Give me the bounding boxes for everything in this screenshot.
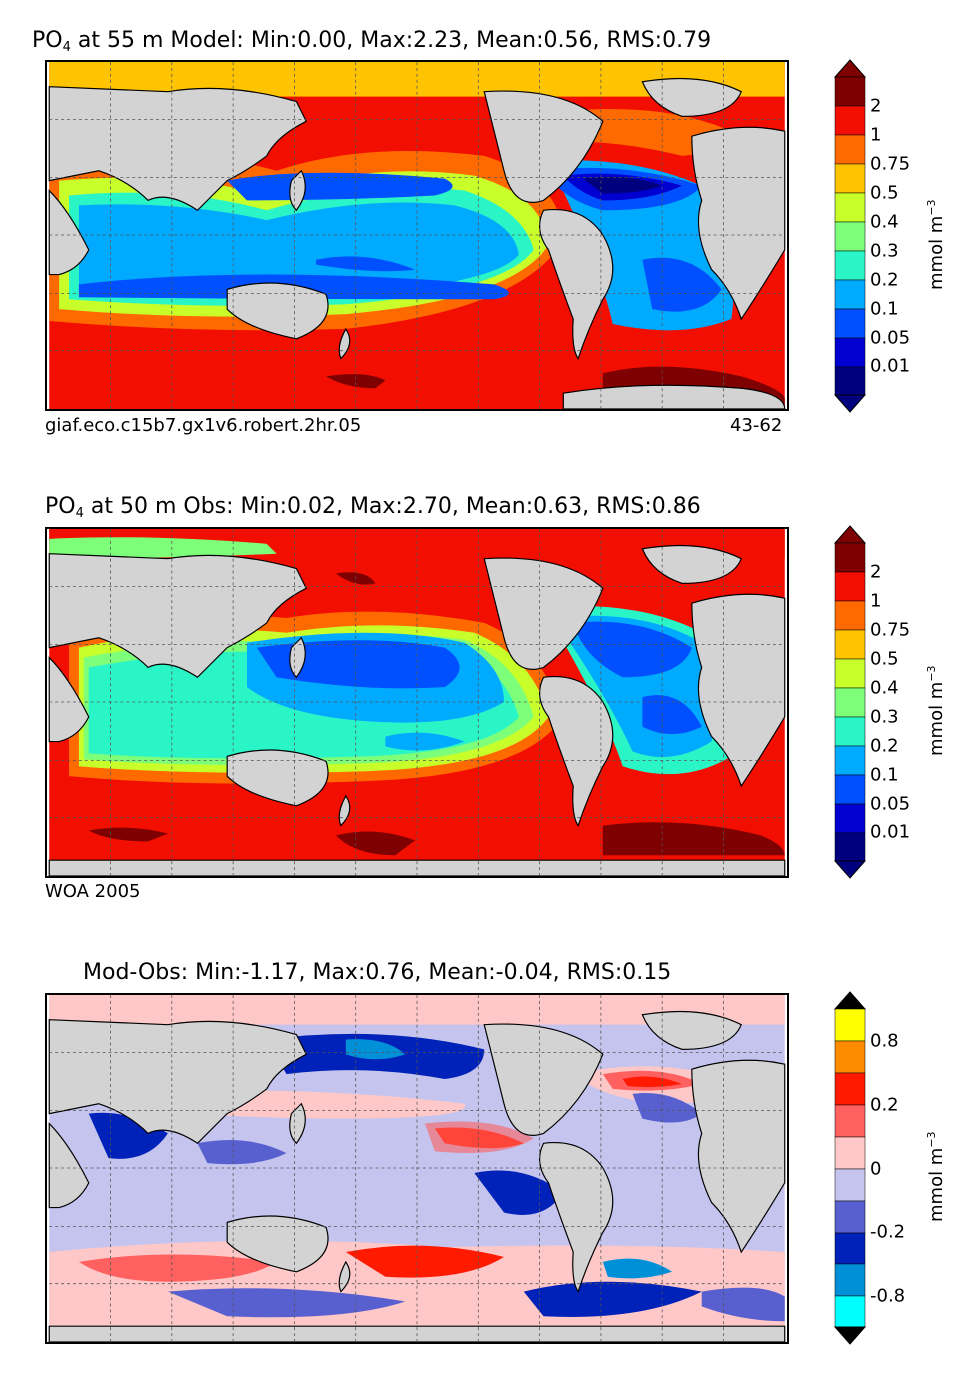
panel2-tick: 0.75: [870, 619, 911, 641]
panel2-map-svg: [48, 529, 786, 876]
panel2-title: PO4 at 50 m Obs: Min:0.02, Max:2.70, Mea…: [45, 494, 701, 521]
panel2-unit-exponent: −3: [925, 665, 938, 682]
panel1-colorbar: [833, 59, 867, 413]
panel1-colorbar-svg: [833, 59, 867, 413]
panel1-tick: 2: [870, 95, 882, 117]
panel2-unit-text: mmol m: [926, 681, 947, 756]
panel1-title-rest: at 55 m Model: Min:0.00, Max:2.23, Mean:…: [70, 28, 712, 53]
panel1-map: [45, 60, 789, 411]
panel1-unit-text: mmol m: [926, 215, 947, 290]
panel1-tick: 0.1: [870, 298, 899, 320]
panel1-title-main: PO: [32, 28, 63, 53]
panel3-tick: 0.8: [870, 1030, 899, 1052]
panel3-title-text: Mod-Obs: Min:-1.17, Max:0.76, Mean:-0.04…: [83, 960, 672, 985]
panel2-tick: 0.01: [870, 821, 911, 843]
panel1-unit-label: mmol m−3: [925, 199, 947, 290]
panel2-title-rest: at 50 m Obs: Min:0.02, Max:2.70, Mean:0.…: [83, 494, 701, 519]
panel2-tick: 0.2: [870, 735, 899, 757]
panel2-colorbar-svg: [833, 525, 867, 879]
panel3-colorbar-svg: [833, 991, 867, 1345]
panel2-colorbar: [833, 525, 867, 879]
panel1-tick: 0.05: [870, 327, 911, 349]
panel3-map: [45, 993, 789, 1344]
panel2-title-subscript: 4: [75, 506, 84, 521]
panel2-tick: 0.1: [870, 764, 899, 786]
panel1-tick: 0.01: [870, 355, 911, 377]
panel2-source-label: WOA 2005: [45, 881, 141, 902]
panel2-tick: 0.4: [870, 677, 899, 699]
panel3-tick: -0.8: [870, 1285, 906, 1307]
panel1-tick: 0.3: [870, 240, 899, 262]
panel1-depth-range: 43-62: [730, 415, 783, 436]
panel3-map-svg: [48, 995, 786, 1342]
panel2-unit-label: mmol m−3: [925, 665, 947, 756]
panel1-tick: 0.5: [870, 182, 899, 204]
panel2-tick: 0.3: [870, 706, 899, 728]
panel2-tick: 0.05: [870, 793, 911, 815]
panel1-run-label: giaf.eco.c15b7.gx1v6.robert.2hr.05: [45, 415, 362, 436]
panel3-colorbar: [833, 991, 867, 1345]
panel1-tick: 0.75: [870, 153, 911, 175]
panel3-tick: -0.2: [870, 1221, 906, 1243]
panel2-tick: 1: [870, 590, 882, 612]
panel2-tick: 0.5: [870, 648, 899, 670]
panel3-unit-text: mmol m: [926, 1147, 947, 1222]
panel1-tick: 0.2: [870, 269, 899, 291]
panel2-map: [45, 527, 789, 878]
panel3-title: Mod-Obs: Min:-1.17, Max:0.76, Mean:-0.04…: [83, 960, 671, 985]
panel3-unit-exponent: −3: [925, 1131, 938, 1148]
panel1-tick: 1: [870, 124, 882, 146]
panel2-title-main: PO: [45, 494, 76, 519]
panel3-unit-label: mmol m−3: [925, 1131, 947, 1222]
panel2-tick: 2: [870, 561, 882, 583]
panel1-tick: 0.4: [870, 211, 899, 233]
panel1-title-subscript: 4: [62, 40, 71, 55]
panel3-tick: 0: [870, 1158, 882, 1180]
panel1-unit-exponent: −3: [925, 199, 938, 216]
panel3-tick: 0.2: [870, 1094, 899, 1116]
panel1-map-svg: [48, 62, 786, 409]
panel1-title: PO4 at 55 m Model: Min:0.00, Max:2.23, M…: [32, 28, 711, 55]
